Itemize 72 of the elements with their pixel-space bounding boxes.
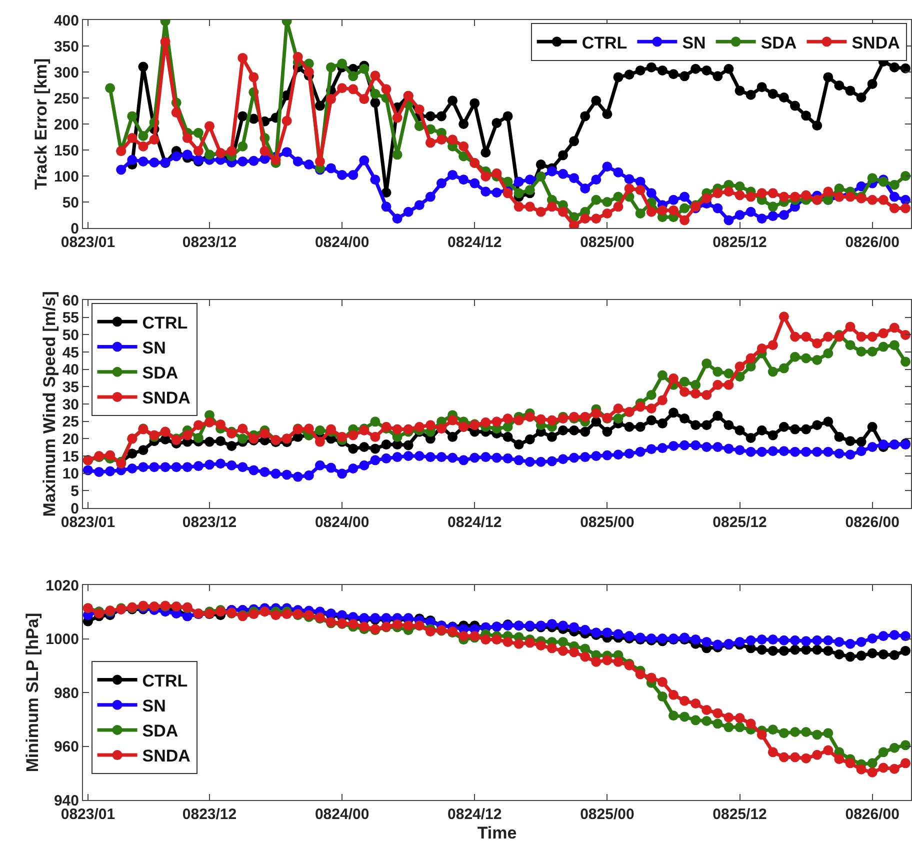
point bbox=[812, 644, 822, 655]
x-tick-label: 0824/00 bbox=[314, 806, 370, 823]
legend-label: SN bbox=[142, 338, 166, 358]
legend-label: CTRL bbox=[582, 33, 628, 52]
y-tick-label: 30 bbox=[62, 396, 79, 414]
x-tick-label: 0826/00 bbox=[845, 514, 900, 531]
x-tick-label: 0824/12 bbox=[448, 806, 502, 823]
y-tick-label: 1000 bbox=[46, 631, 79, 648]
point bbox=[768, 646, 778, 656]
y-tick-label: 25 bbox=[62, 414, 79, 431]
point bbox=[856, 650, 866, 661]
y-tick-label: 5 bbox=[70, 482, 79, 500]
y-tick-label: 300 bbox=[54, 64, 79, 82]
x-tick-label: 0823/12 bbox=[182, 234, 237, 251]
x-tick-label: 0825/12 bbox=[712, 806, 767, 823]
y-tick-label: 50 bbox=[62, 326, 79, 344]
legend-label: SNDA bbox=[142, 746, 190, 766]
legend-label: CTRL bbox=[142, 313, 188, 332]
point bbox=[878, 649, 888, 660]
y-tick-label: 35 bbox=[62, 378, 79, 396]
x-tick-label: 0825/12 bbox=[712, 234, 767, 251]
point bbox=[790, 644, 800, 655]
y-tick-label: 1020 bbox=[46, 577, 79, 594]
x-tick-label: 0824/12 bbox=[448, 514, 502, 531]
y-tick-label: 55 bbox=[62, 310, 79, 327]
point bbox=[834, 649, 844, 660]
point bbox=[867, 648, 878, 658]
legend-label: SN bbox=[142, 696, 166, 716]
point bbox=[900, 646, 910, 656]
x-axis-title: Time bbox=[477, 823, 517, 842]
x-tick-label: 0824/00 bbox=[314, 514, 370, 531]
x-tick-label: 0825/12 bbox=[712, 514, 767, 531]
y-tick-label: 960 bbox=[54, 738, 79, 756]
y-axis-title: Track Error [km] bbox=[32, 58, 51, 190]
x-tick-label: 0826/00 bbox=[845, 806, 900, 823]
y-tick-label: 50 bbox=[62, 194, 79, 212]
x-tick-label: 0826/00 bbox=[845, 234, 900, 251]
y-tick-label: 15 bbox=[62, 448, 79, 466]
legend-label: SDA bbox=[142, 722, 178, 741]
x-tick-label: 0825/00 bbox=[580, 514, 634, 531]
y-axis-title: Minimum SLP [hPa] bbox=[23, 612, 42, 772]
y-tick-label: 60 bbox=[62, 292, 79, 310]
y-tick-label: 20 bbox=[62, 430, 79, 448]
point bbox=[823, 646, 834, 656]
y-tick-label: 40 bbox=[62, 362, 79, 379]
y-tick-label: 10 bbox=[62, 466, 79, 483]
legend-label: CTRL bbox=[142, 671, 188, 690]
legend-label: SNDA bbox=[142, 388, 190, 408]
point bbox=[889, 650, 900, 660]
point bbox=[801, 644, 812, 655]
y-tick-label: 250 bbox=[54, 90, 79, 108]
legend-label: SDA bbox=[142, 364, 178, 382]
y-tick-label: 980 bbox=[54, 684, 79, 702]
x-tick-label: 0824/00 bbox=[314, 234, 370, 251]
y-tick-label: 100 bbox=[54, 168, 79, 186]
y-axis-title: Maximum Wind Speed [m/s] bbox=[40, 291, 59, 517]
legend-label: SN bbox=[682, 33, 706, 52]
x-tick-label: 0824/12 bbox=[448, 234, 502, 251]
point bbox=[778, 646, 789, 656]
point bbox=[756, 644, 767, 655]
x-tick-label: 0823/12 bbox=[182, 806, 237, 823]
legend-label: SNDA bbox=[852, 33, 900, 52]
x-tick-label: 0823/12 bbox=[182, 514, 237, 531]
x-tick-label: 0825/00 bbox=[580, 234, 634, 251]
y-tick-label: 45 bbox=[62, 344, 79, 362]
y-tick-label: 400 bbox=[54, 12, 79, 30]
x-tick-label: 0825/00 bbox=[580, 806, 634, 823]
y-tick-label: 150 bbox=[54, 142, 79, 160]
point bbox=[845, 652, 856, 662]
y-tick-label: 200 bbox=[54, 116, 79, 134]
y-tick-label: 350 bbox=[54, 38, 79, 56]
legend-label: SDA bbox=[760, 33, 797, 52]
